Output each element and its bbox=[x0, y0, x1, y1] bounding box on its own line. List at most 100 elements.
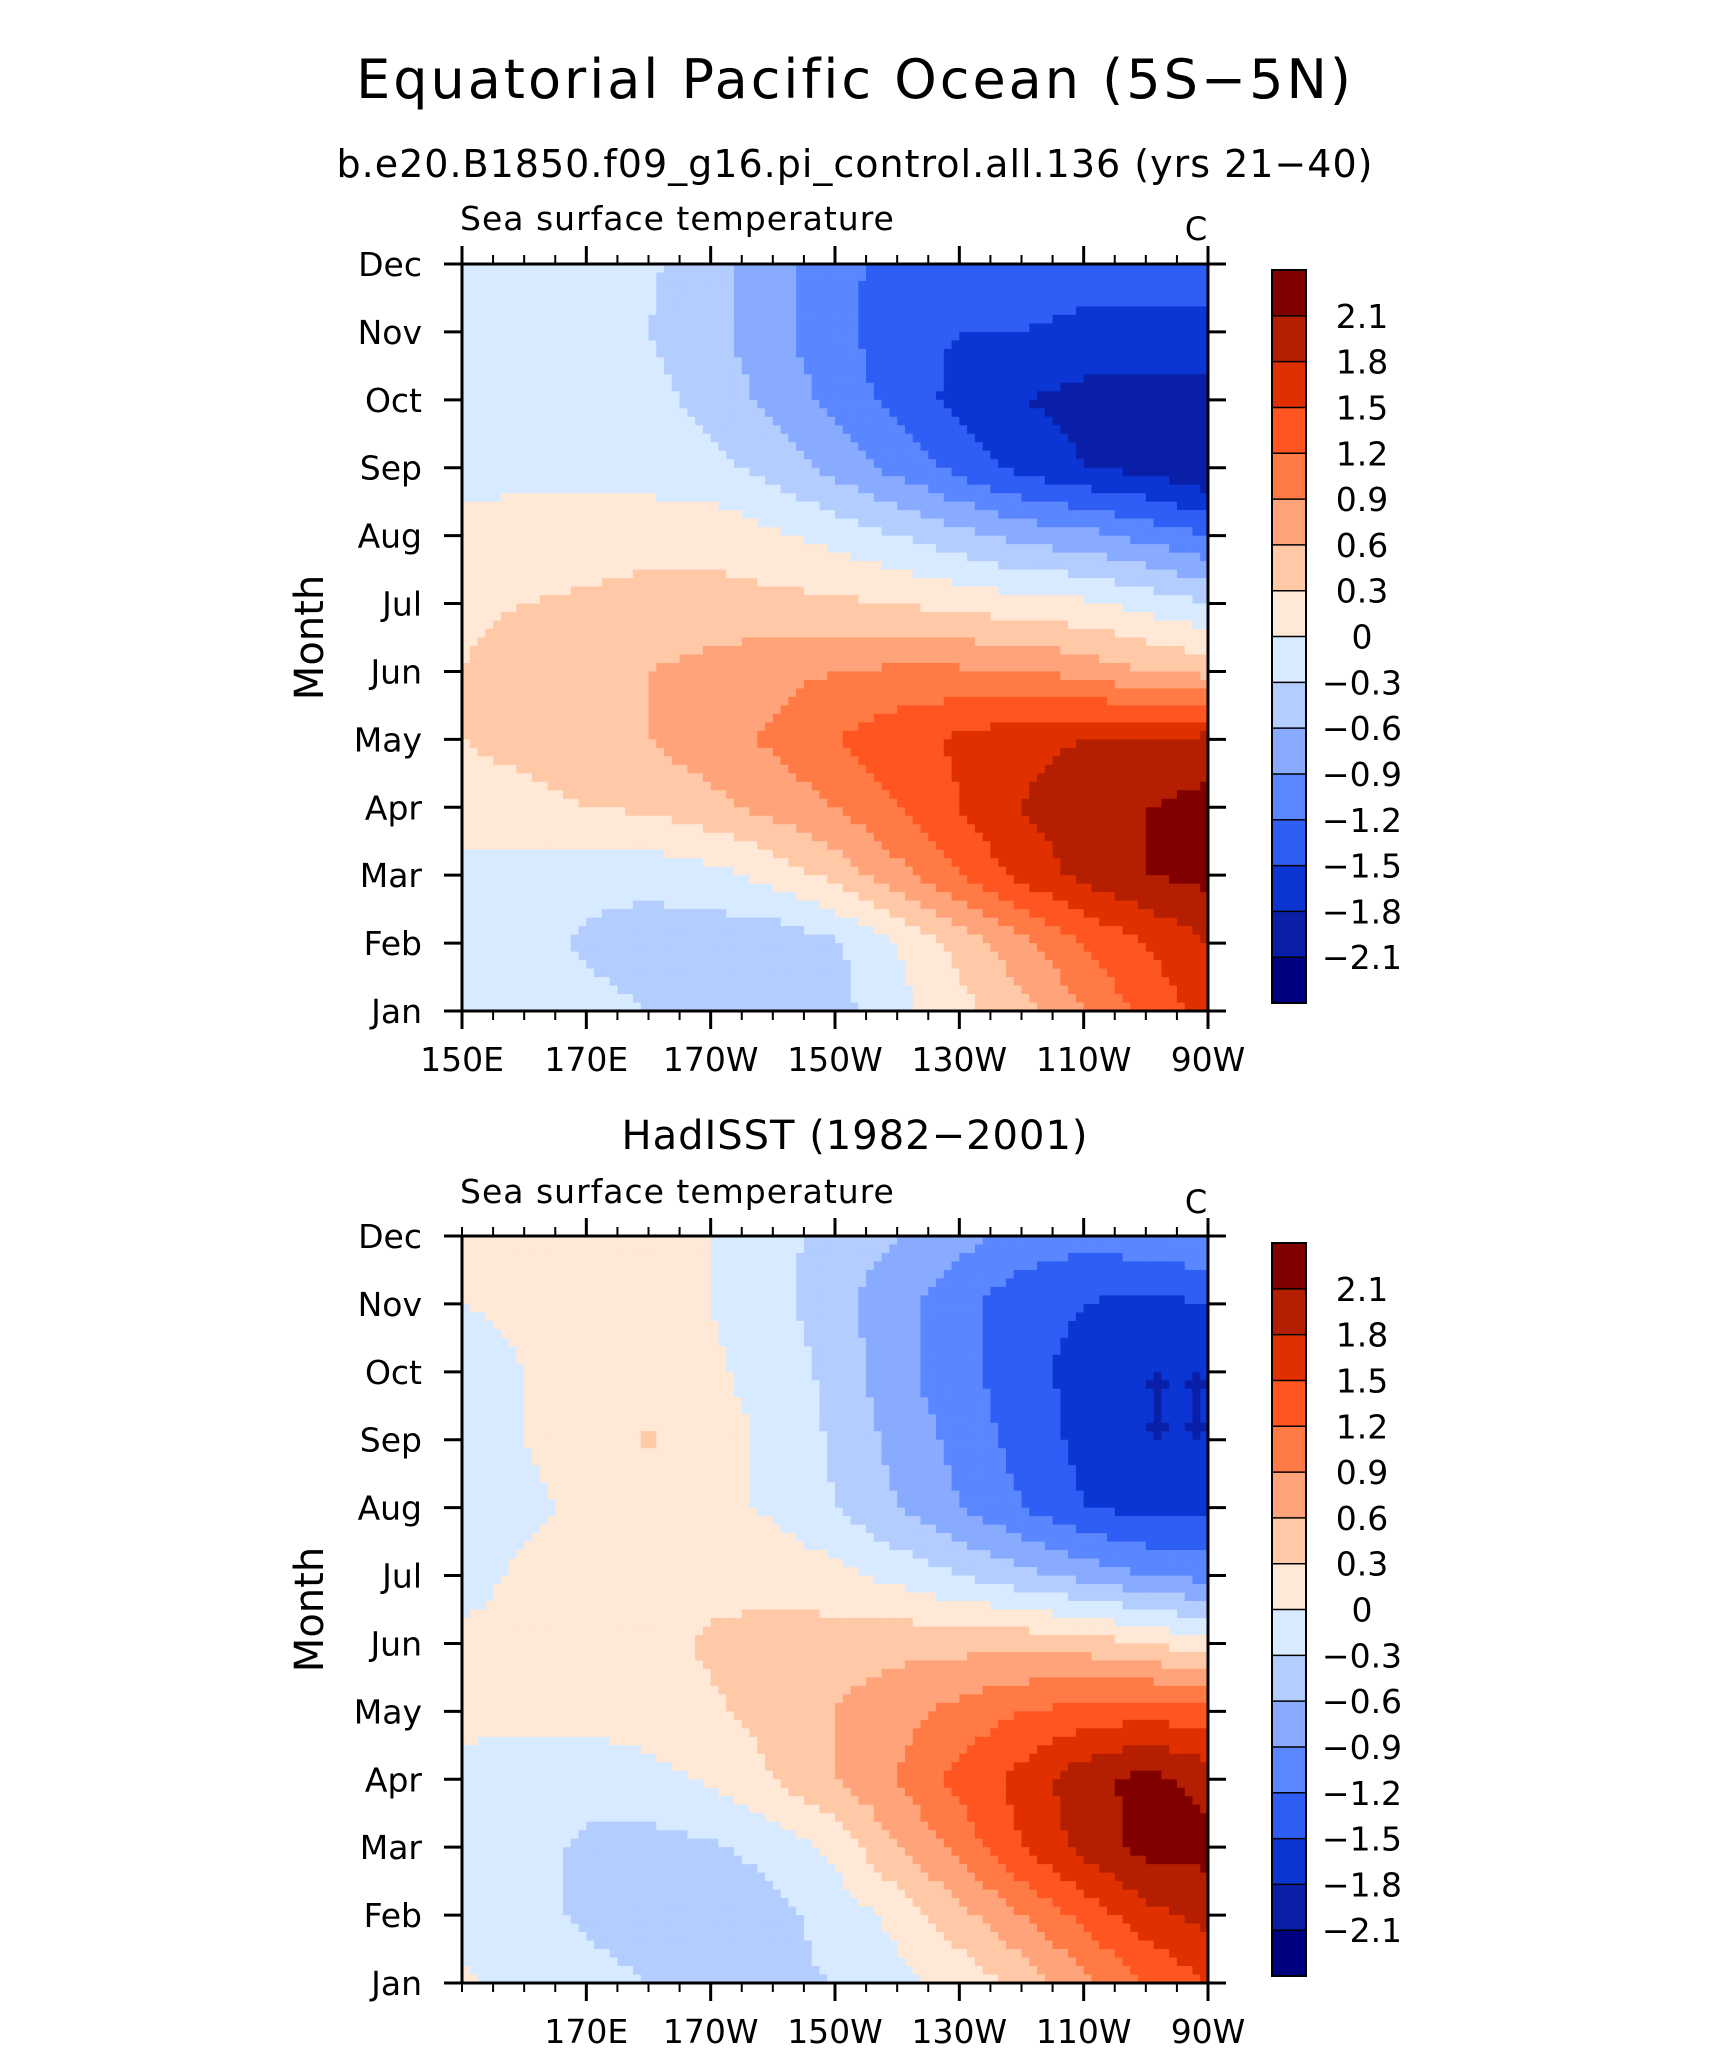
contour-cell bbox=[1154, 646, 1162, 655]
contour-cell bbox=[485, 357, 493, 366]
contour-cell bbox=[524, 680, 532, 689]
contour-cell bbox=[781, 561, 789, 570]
contour-cell bbox=[843, 366, 851, 375]
contour-cell bbox=[750, 468, 758, 477]
contour-cell bbox=[750, 553, 758, 562]
contour-cell bbox=[1192, 519, 1200, 528]
contour-cell bbox=[734, 502, 742, 511]
contour-cell bbox=[726, 697, 734, 706]
contour-cell bbox=[649, 323, 657, 332]
contour-cell bbox=[711, 417, 719, 426]
contour-cell bbox=[478, 544, 486, 553]
contour-cell bbox=[532, 400, 540, 409]
contour-cell bbox=[1123, 519, 1131, 528]
contour-cell bbox=[478, 468, 486, 477]
contour-cell bbox=[579, 374, 587, 383]
contour-cell bbox=[641, 476, 649, 485]
contour-cell bbox=[990, 663, 998, 672]
contour-cell bbox=[812, 400, 820, 409]
contour-cell bbox=[516, 374, 524, 383]
contour-cell bbox=[617, 663, 625, 672]
contour-cell bbox=[781, 374, 789, 383]
contour-cell bbox=[1060, 417, 1068, 426]
contour-cell bbox=[858, 553, 866, 562]
contour-cell bbox=[711, 357, 719, 366]
contour-cell bbox=[1146, 654, 1154, 663]
contour-cell bbox=[998, 332, 1006, 341]
contour-cell bbox=[858, 587, 866, 596]
contour-cell bbox=[1185, 442, 1193, 451]
contour-cell bbox=[579, 493, 587, 502]
contour-cell bbox=[563, 434, 571, 443]
contour-cell bbox=[718, 289, 726, 298]
contour-cell bbox=[788, 315, 796, 324]
contour-cell bbox=[1029, 281, 1037, 290]
contour-cell bbox=[656, 570, 664, 579]
contour-cell bbox=[1146, 315, 1154, 324]
contour-cell bbox=[501, 323, 509, 332]
contour-cell bbox=[1053, 553, 1061, 562]
contour-cell bbox=[905, 663, 913, 672]
contour-cell bbox=[1037, 442, 1045, 451]
contour-cell bbox=[874, 332, 882, 341]
contour-cell bbox=[509, 680, 517, 689]
contour-cell bbox=[788, 621, 796, 630]
contour-cell bbox=[470, 671, 478, 680]
contour-cell bbox=[959, 349, 967, 358]
contour-cell bbox=[509, 587, 517, 596]
contour-cell bbox=[470, 654, 478, 663]
contour-cell bbox=[998, 459, 1006, 468]
contour-cell bbox=[509, 621, 517, 630]
contour-cell bbox=[750, 697, 758, 706]
contour-cell bbox=[586, 629, 594, 638]
contour-cell bbox=[1130, 281, 1138, 290]
contour-cell bbox=[1084, 306, 1092, 315]
contour-cell bbox=[680, 315, 688, 324]
contour-cell bbox=[765, 451, 773, 460]
contour-cell bbox=[1107, 553, 1115, 562]
contour-cell bbox=[571, 391, 579, 400]
contour-cell bbox=[851, 383, 859, 392]
contour-cell bbox=[905, 578, 913, 587]
contour-cell bbox=[1177, 646, 1185, 655]
contour-cell bbox=[827, 561, 835, 570]
contour-cell bbox=[1107, 323, 1115, 332]
contour-cell bbox=[851, 425, 859, 434]
contour-cell bbox=[967, 604, 975, 613]
contour-cell bbox=[889, 315, 897, 324]
contour-cell bbox=[509, 485, 517, 494]
contour-cell bbox=[1192, 391, 1200, 400]
contour-cell bbox=[781, 646, 789, 655]
contour-cell bbox=[851, 306, 859, 315]
contour-cell bbox=[990, 476, 998, 485]
contour-cell bbox=[1115, 289, 1123, 298]
contour-cell bbox=[734, 366, 742, 375]
contour-cell bbox=[1185, 671, 1193, 680]
contour-cell bbox=[959, 519, 967, 528]
contour-cell bbox=[1014, 536, 1022, 545]
contour-cell bbox=[1068, 663, 1076, 672]
contour-cell bbox=[959, 595, 967, 604]
contour-cell bbox=[1192, 527, 1200, 536]
contour-cell bbox=[501, 366, 509, 375]
contour-cell bbox=[1169, 349, 1177, 358]
contour-cell bbox=[664, 553, 672, 562]
contour-cell bbox=[1130, 493, 1138, 502]
contour-cell bbox=[920, 459, 928, 468]
contour-cell bbox=[563, 417, 571, 426]
contour-cell bbox=[742, 459, 750, 468]
contour-cell bbox=[944, 459, 952, 468]
contour-cell bbox=[610, 434, 618, 443]
contour-cell bbox=[827, 442, 835, 451]
contour-cell bbox=[1161, 298, 1169, 307]
contour-cell bbox=[470, 315, 478, 324]
contour-cell bbox=[478, 281, 486, 290]
contour-cell bbox=[975, 459, 983, 468]
contour-cell bbox=[750, 417, 758, 426]
contour-cell bbox=[602, 578, 610, 587]
contour-cell bbox=[781, 272, 789, 281]
contour-cell bbox=[796, 654, 804, 663]
contour-cell bbox=[913, 654, 921, 663]
contour-cell bbox=[905, 323, 913, 332]
contour-cell bbox=[765, 604, 773, 613]
